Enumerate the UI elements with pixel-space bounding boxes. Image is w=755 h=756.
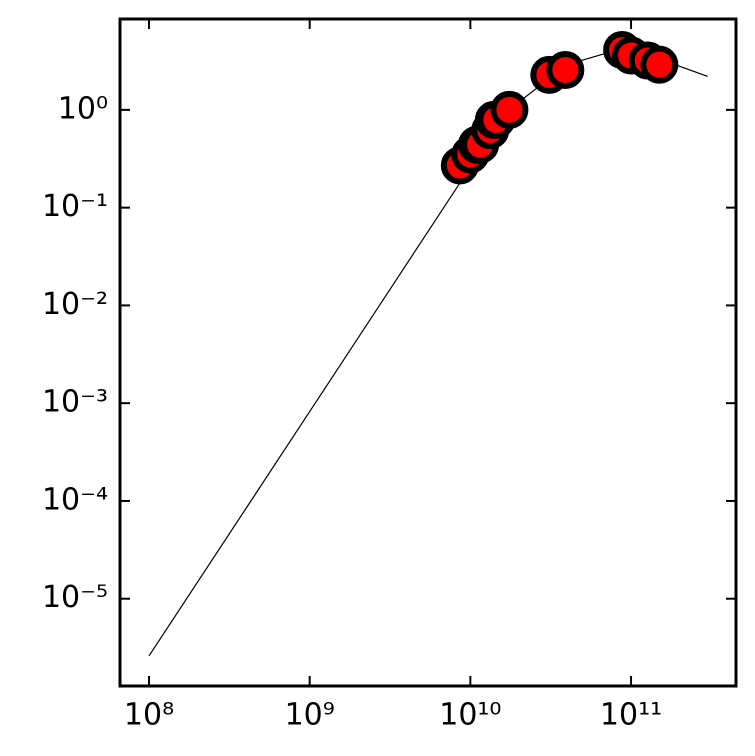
point [640, 45, 679, 84]
fit-line [148, 52, 708, 657]
plot-frame [118, 17, 738, 688]
x-tick-label: 10¹¹ [600, 698, 662, 733]
y-tick-label: 10⁻² [42, 287, 108, 322]
x-tick-label: 10⁹ [285, 698, 335, 733]
y-tick-label: 10⁻³ [42, 385, 108, 420]
x-tick-label: 10⁸ [124, 698, 174, 733]
y-tick-label: 10⁰ [58, 91, 108, 126]
y-tick-label: 10⁻¹ [42, 189, 108, 224]
point [546, 50, 585, 89]
y-tick-label: 10⁻⁵ [42, 580, 108, 615]
point [490, 90, 529, 129]
x-tick-label: 10¹⁰ [439, 698, 501, 733]
y-tick-label: 10⁻⁴ [42, 482, 108, 517]
